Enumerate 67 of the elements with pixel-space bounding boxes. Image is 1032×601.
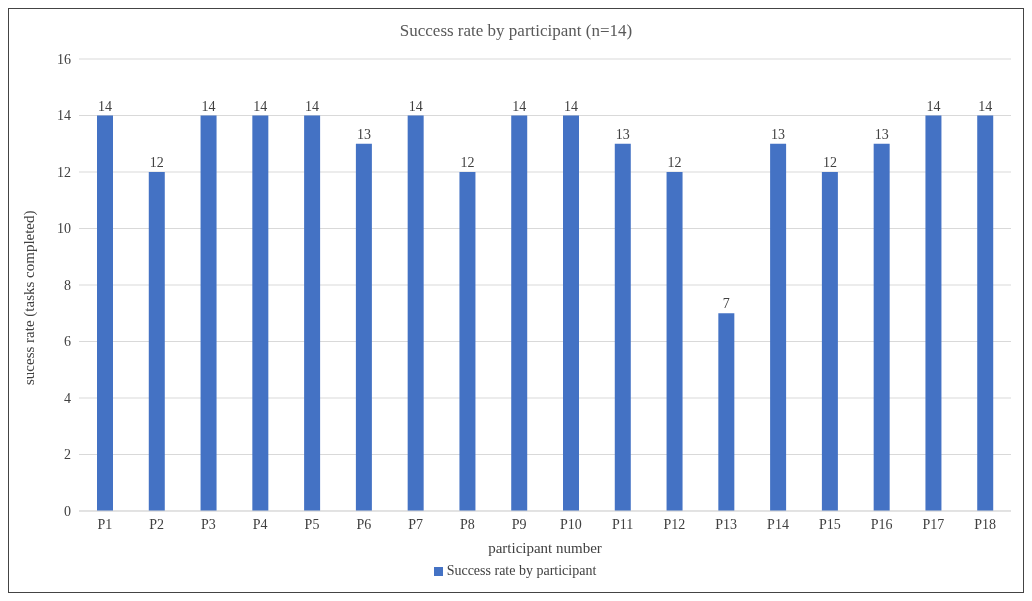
y-tick-label: 4 [64, 390, 71, 406]
x-tick-label: P12 [663, 516, 686, 532]
x-tick-label: P7 [408, 516, 423, 532]
x-tick-label: P3 [201, 516, 216, 532]
x-tick-label: P17 [922, 516, 945, 532]
data-label: 13 [771, 126, 786, 142]
bar [355, 143, 372, 511]
data-label: 12 [460, 155, 475, 170]
data-label: 14 [98, 98, 112, 114]
bar [873, 143, 890, 511]
x-tick-label: P15 [818, 516, 841, 532]
bar [770, 143, 787, 511]
bar [148, 172, 165, 511]
bar [821, 172, 838, 511]
data-label: 14 [201, 98, 216, 114]
legend-label: Success rate by participant [446, 563, 597, 578]
x-axis-title: participant number [488, 540, 602, 556]
x-tick-label: P4 [252, 516, 268, 532]
x-tick-label: P14 [767, 516, 789, 532]
bar [97, 115, 113, 511]
bar [407, 115, 424, 511]
data-label: 12 [822, 155, 837, 170]
x-tick-label: P1 [97, 516, 113, 532]
x-tick-label: P6 [356, 516, 372, 532]
bar [977, 115, 994, 511]
data-label: 14 [926, 98, 941, 114]
x-tick-label: P10 [559, 516, 582, 532]
chart-title: Success rate by participant (n=14) [398, 20, 634, 42]
data-label: 7 [722, 296, 730, 312]
x-tick-label: P16 [870, 516, 893, 532]
y-tick-label: 16 [57, 51, 71, 67]
y-tick-label: 10 [57, 221, 71, 237]
y-tick-label: 0 [64, 503, 71, 519]
x-tick-label: P13 [715, 516, 738, 532]
x-tick-label: P11 [612, 516, 634, 532]
data-label: 13 [874, 126, 889, 142]
y-tick-label: 8 [64, 277, 71, 293]
data-label: 14 [512, 98, 527, 114]
bar [925, 115, 942, 511]
y-axis-title: sucess rate (tasks completed) [21, 210, 39, 385]
data-label: 14 [305, 98, 320, 114]
data-label: 14 [564, 98, 578, 114]
bar [252, 115, 269, 511]
data-label: 14 [253, 98, 268, 114]
bar [200, 115, 217, 511]
data-label: 14 [978, 98, 993, 114]
bar [563, 115, 579, 511]
y-tick-label: 14 [57, 108, 71, 124]
data-label: 12 [667, 155, 682, 170]
y-tick-label: 6 [64, 334, 71, 350]
bar [718, 313, 735, 511]
x-tick-label: P18 [974, 516, 997, 532]
bar [304, 115, 321, 511]
bar [511, 115, 528, 511]
x-tick-label: P2 [149, 516, 165, 532]
x-tick-label: P8 [459, 516, 475, 532]
y-tick-label: 12 [57, 164, 71, 180]
data-label: 13 [356, 126, 371, 142]
data-label: 14 [408, 98, 423, 114]
data-label: 12 [149, 155, 164, 170]
bar [666, 172, 683, 511]
y-tick-label: 2 [64, 447, 71, 463]
x-tick-label: P9 [511, 516, 527, 532]
bar [614, 143, 631, 511]
bar [459, 172, 476, 511]
x-tick-label: P5 [304, 516, 320, 532]
data-label: 13 [615, 126, 630, 142]
